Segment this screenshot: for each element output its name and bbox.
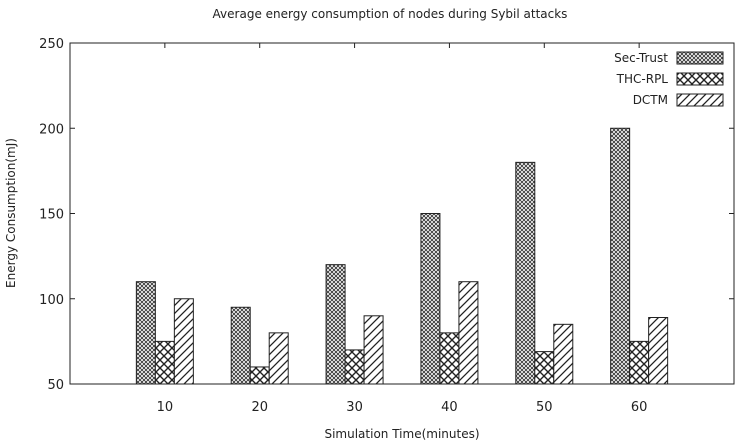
legend-swatch xyxy=(676,93,724,107)
bar-thc-rpl-30 xyxy=(344,349,365,385)
bar-dctm-60 xyxy=(648,317,669,385)
bar-thc-rpl-10 xyxy=(154,340,175,385)
legend-swatch xyxy=(676,51,724,65)
legend-label: Sec-Trust xyxy=(614,51,668,65)
bar-thc-rpl-60 xyxy=(629,340,650,385)
bar-dctm-30 xyxy=(363,315,384,385)
y-axis-label: Energy Consumption(mJ) xyxy=(4,138,18,288)
y-tick-label: 100 xyxy=(39,293,64,308)
y-tick-label: 50 xyxy=(47,378,64,393)
bar-dctm-50 xyxy=(553,323,574,385)
bar-sec-trust-30 xyxy=(325,264,346,385)
y-tick-label: 150 xyxy=(39,208,64,223)
bar-thc-rpl-20 xyxy=(249,366,270,385)
x-tick-label: 60 xyxy=(631,400,648,415)
bar-thc-rpl-50 xyxy=(534,351,555,385)
bar-dctm-10 xyxy=(173,298,194,385)
x-tick-label: 30 xyxy=(346,400,363,415)
bar-dctm-40 xyxy=(458,281,479,385)
chart-title: Average energy consumption of nodes duri… xyxy=(213,7,568,21)
bar-sec-trust-20 xyxy=(230,306,251,385)
legend: Sec-Trust THC-RPL DCTM xyxy=(614,51,724,107)
bar-sec-trust-60 xyxy=(610,127,631,385)
bar-sec-trust-50 xyxy=(515,161,536,385)
bar-sec-trust-10 xyxy=(135,281,156,385)
x-axis: 10 20 30 40 50 60 xyxy=(157,43,648,415)
bar-dctm-20 xyxy=(268,332,289,385)
x-tick-label: 20 xyxy=(251,400,268,415)
y-tick-label: 250 xyxy=(39,37,64,52)
bar-sec-trust-40 xyxy=(420,213,441,385)
legend-label: THC-RPL xyxy=(616,72,669,86)
y-axis: 50 100 150 200 250 xyxy=(39,37,734,393)
x-tick-label: 50 xyxy=(536,400,553,415)
bar-thc-rpl-40 xyxy=(439,332,460,385)
y-tick-label: 200 xyxy=(39,122,64,137)
x-tick-label: 10 xyxy=(157,400,174,415)
x-tick-label: 40 xyxy=(441,400,458,415)
legend-swatch xyxy=(676,72,724,86)
x-axis-label: Simulation Time(minutes) xyxy=(324,427,479,441)
bars-group xyxy=(135,127,669,385)
legend-label: DCTM xyxy=(633,93,668,107)
